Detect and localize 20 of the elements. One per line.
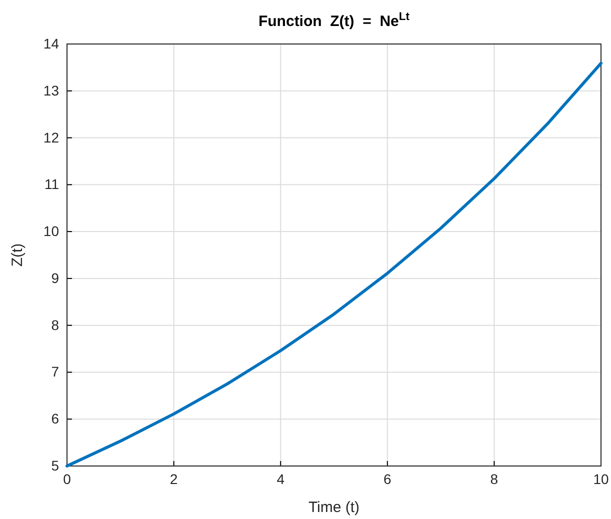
y-tick-label: 11 xyxy=(44,176,60,192)
y-tick-label: 9 xyxy=(51,270,60,286)
y-tick-label: 14 xyxy=(43,35,60,52)
y-tick-label: 10 xyxy=(43,223,60,240)
y-tick-label: 6 xyxy=(51,410,60,427)
x-tick-label: 8 xyxy=(490,470,498,487)
x-tick-label: 6 xyxy=(384,470,392,487)
y-tick-label: 12 xyxy=(43,129,60,146)
x-tick-label: 2 xyxy=(170,470,178,487)
y-axis-title: Z(t) xyxy=(9,243,26,267)
x-tick-label: 4 xyxy=(276,470,285,487)
x-tick-label: 0 xyxy=(63,470,72,487)
x-axis-title: Time (t) xyxy=(308,499,360,516)
x-tick-label: 10 xyxy=(593,470,609,487)
chart-title: Function Z(t) = Ne$^{Lt}$ xyxy=(258,11,410,30)
y-tick-label: 13 xyxy=(43,82,60,98)
y-tick-label: 5 xyxy=(51,457,60,474)
y-tick-label: 7 xyxy=(51,364,60,380)
y-tick-label: 8 xyxy=(51,316,60,333)
line-series xyxy=(66,62,602,468)
